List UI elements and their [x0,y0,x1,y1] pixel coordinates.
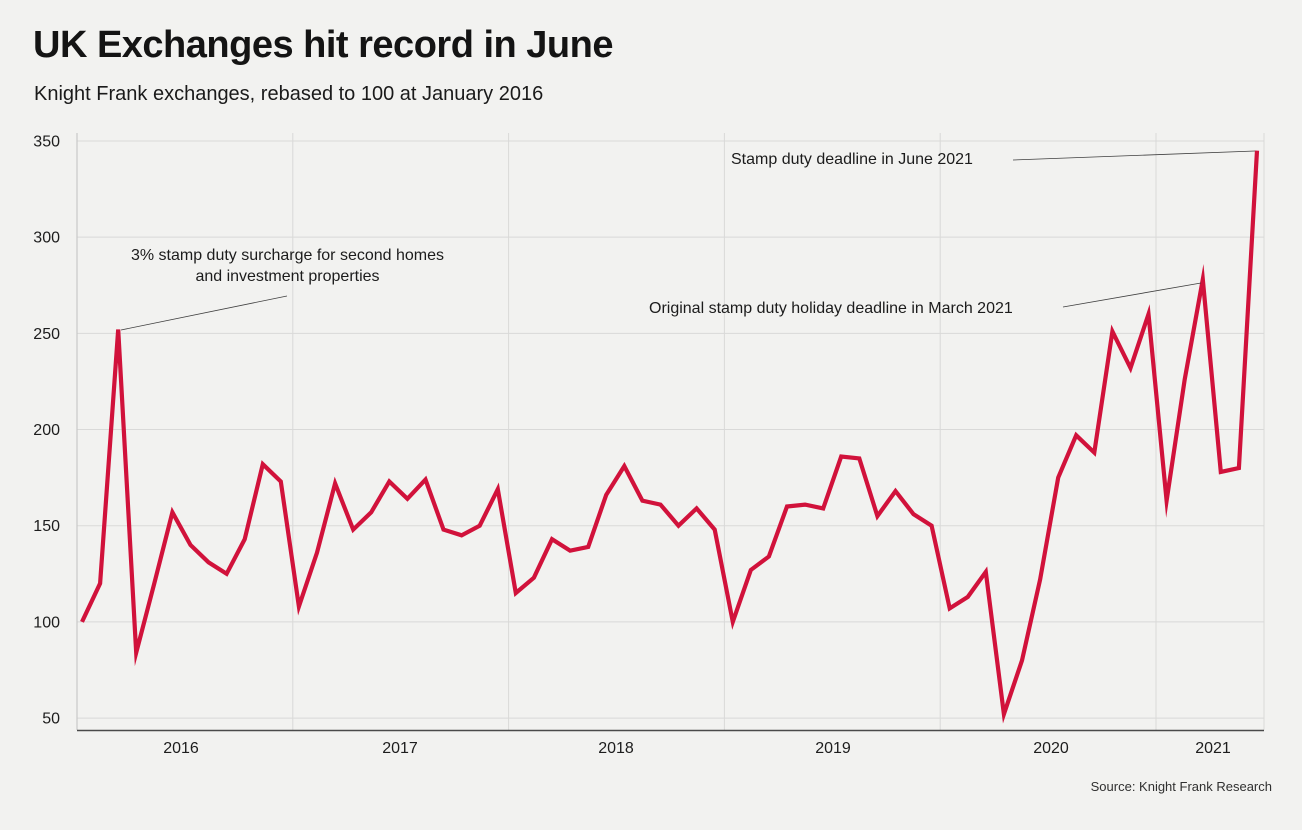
y-tick-label: 350 [33,134,60,151]
y-tick-label: 250 [33,326,60,343]
annotation-march-deadline: Original stamp duty holiday deadline in … [649,300,1013,317]
y-tick-label: 200 [33,422,60,439]
annotation-surcharge-line1: 3% stamp duty surcharge for second homes [130,247,445,264]
x-tick-label: 2016 [163,740,199,757]
y-tick-label: 50 [42,711,60,728]
x-tick-label: 2017 [382,740,418,757]
annotation-june-deadline: Stamp duty deadline in June 2021 [731,151,973,168]
data-line-series [80,150,1260,724]
annotation-leader-line [1012,150,1256,161]
chart-subtitle: Knight Frank exchanges, rebased to 100 a… [34,83,544,105]
x-tick-label: 2021 [1195,740,1231,757]
chart-title: UK Exchanges hit record in June [33,24,613,66]
source-credit: Source: Knight Frank Research [1090,779,1272,794]
annotation-leader-line [1062,282,1202,308]
y-tick-label: 100 [33,614,60,631]
y-tick-label: 300 [33,230,60,247]
annotation-surcharge-line2: and investment properties [195,268,380,285]
annotation-surcharge: 3% stamp duty surcharge for second homes… [105,245,470,287]
x-tick-label: 2020 [1033,740,1069,757]
x-tick-label: 2019 [815,740,851,757]
y-tick-label: 150 [33,518,60,535]
x-tick-label: 2018 [598,740,634,757]
annotation-leader-line [120,295,288,331]
